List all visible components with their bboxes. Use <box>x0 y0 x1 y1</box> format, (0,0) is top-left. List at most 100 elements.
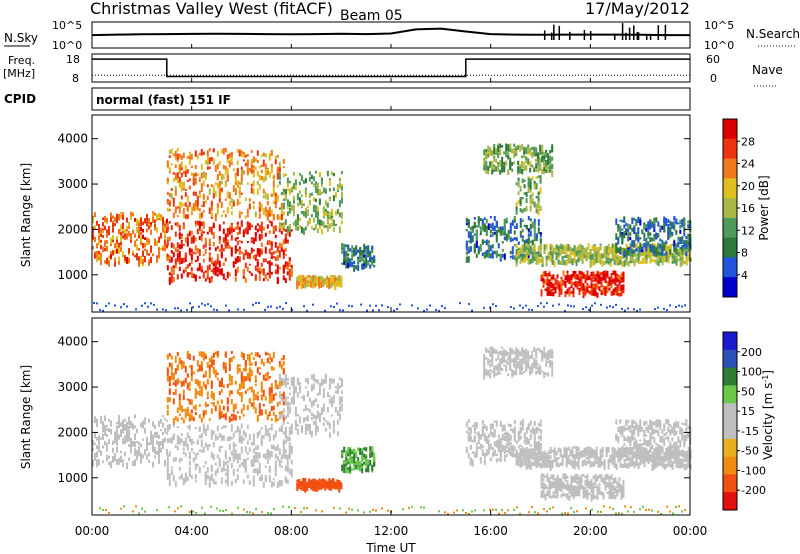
colorbar-segment <box>723 257 737 278</box>
colorbar-segment <box>723 277 737 298</box>
nsky-tick-bottom: 10^0 <box>52 39 82 52</box>
y-tick-label: 4000 <box>57 335 88 349</box>
colorbar-tick-label: 50 <box>741 385 755 398</box>
time-axis-label: Time UT <box>365 541 416 554</box>
power-colorbar: 4 8 12 16 20 24 28 <box>722 118 755 298</box>
nsky-label: N.Sky <box>4 31 38 45</box>
colorbar-segment <box>723 367 737 386</box>
date-label: 17/May/2012 <box>585 0 690 18</box>
y-tick-label: 1000 <box>57 268 88 282</box>
heatmap-region <box>166 220 293 285</box>
colorbar-segment <box>723 178 737 199</box>
colorbar-segment <box>723 403 737 422</box>
heatmap-region <box>515 175 542 216</box>
x-tick-label: 00:00 <box>673 524 708 538</box>
colorbar-segment <box>723 158 737 179</box>
velocity-colorbar: 200 100 50 15 -15 -50 -100 -200 <box>722 331 766 511</box>
freq-panel-frame <box>91 53 691 83</box>
station-title: Christmas Valley West (fitACF) <box>90 0 333 18</box>
colorbar-tick-label: -15 <box>741 425 759 438</box>
colorbar-tick-label: 20 <box>741 180 755 193</box>
colorbar-tick-label: 8 <box>741 247 748 260</box>
x-tick-label: 08:00 <box>274 524 309 538</box>
x-tick-label: 16:00 <box>473 524 508 538</box>
heatmap-region <box>540 270 625 299</box>
freq-unit-label: [MHz] <box>3 67 35 80</box>
freq-series <box>92 58 690 78</box>
colorbar-segment <box>723 138 737 160</box>
velocity-y-axis-label: Slant Range [km] <box>19 365 33 469</box>
nsky-line <box>91 27 690 37</box>
heatmap-region <box>278 373 343 438</box>
x-tick-label: 04:00 <box>174 524 209 538</box>
colorbar-tick-label: 15 <box>741 405 755 418</box>
colorbar-segment <box>723 385 737 404</box>
heatmap-region <box>92 414 168 470</box>
colorbar-segment <box>723 492 737 511</box>
heatmap-region <box>540 473 625 502</box>
colorbar-segment <box>723 456 737 475</box>
y-tick-label: 2000 <box>57 222 88 236</box>
colorbar-segment <box>723 217 737 239</box>
y-tick-label: 2000 <box>57 425 88 439</box>
heatmap-region <box>166 350 285 425</box>
colorbar-tick-label: -100 <box>741 464 766 477</box>
y-tick-label: 3000 <box>57 380 88 394</box>
colorbar-segment <box>723 438 737 458</box>
cpid-value: normal (fast) 151 IF <box>96 93 231 107</box>
colorbar-segment <box>723 237 737 258</box>
x-tick-label: 00:00 <box>75 524 110 538</box>
heatmap-region <box>296 477 343 493</box>
y-tick-label: 4000 <box>57 132 88 146</box>
colorbar-tick-label: 100 <box>741 366 762 379</box>
heatmap-region <box>296 274 343 291</box>
heatmap-region <box>465 216 542 263</box>
colorbar-tick-label: 24 <box>741 158 755 171</box>
heatmap-region <box>341 446 376 474</box>
freq-label: Freq. <box>8 54 35 67</box>
y-tick-label: 3000 <box>57 177 88 191</box>
heatmap-region <box>483 346 554 380</box>
nave-tick-bottom: 0 <box>710 72 717 85</box>
heatmap-region <box>278 170 343 236</box>
heatmap-region <box>483 143 554 177</box>
nave-tick-top: 60 <box>706 53 720 66</box>
velocity-y-ticks: 1000 2000 3000 4000 <box>57 335 690 485</box>
heatmap-region <box>341 243 376 272</box>
colorbar-segment <box>723 474 737 493</box>
colorbar-tick-label: 4 <box>741 269 748 282</box>
colorbar-tick-label: -50 <box>741 445 759 458</box>
colorbar-segment <box>723 421 737 440</box>
colorbar-tick-label: -200 <box>741 484 766 497</box>
freq-line <box>92 58 690 78</box>
heatmap-region <box>166 423 293 488</box>
colorbar-tick-label: 200 <box>741 346 762 359</box>
heatmap-region <box>166 148 285 222</box>
heatmap-region <box>465 418 542 467</box>
heatmap-region <box>515 446 692 472</box>
beam-label: Beam 05 <box>340 8 403 24</box>
nsearch-tick-top: 10^5 <box>704 19 734 32</box>
y-tick-label: 1000 <box>57 471 88 485</box>
cpid-label: CPID <box>4 92 36 106</box>
freq-tick-top: 18 <box>66 53 80 66</box>
colorbar-segment <box>723 119 737 140</box>
colorbar-tick-label: 12 <box>741 224 755 237</box>
x-tick-label: 12:00 <box>374 524 409 538</box>
velocity-colorbar-label: Velocity [m s-1] <box>761 370 776 460</box>
power-y-axis-label: Slant Range [km] <box>19 163 33 267</box>
nsearch-label: N.Search <box>746 27 800 41</box>
heatmap-region <box>92 211 168 267</box>
heatmap-region <box>615 216 692 258</box>
nsky-tick-top: 10^5 <box>52 19 82 32</box>
power-heatmap <box>92 143 692 312</box>
nave-label: Nave <box>752 63 783 77</box>
colorbar-segment <box>723 332 737 351</box>
near-range-scatter <box>93 302 686 312</box>
power-colorbar-label: Power [dB] <box>757 175 771 240</box>
time-axis-ticks: 00:00 04:00 08:00 12:00 16:00 20:00 00:00 <box>75 44 708 538</box>
colorbar-tick-label: 28 <box>741 135 755 148</box>
colorbar-segment <box>723 349 737 369</box>
nsky-series <box>91 23 690 40</box>
